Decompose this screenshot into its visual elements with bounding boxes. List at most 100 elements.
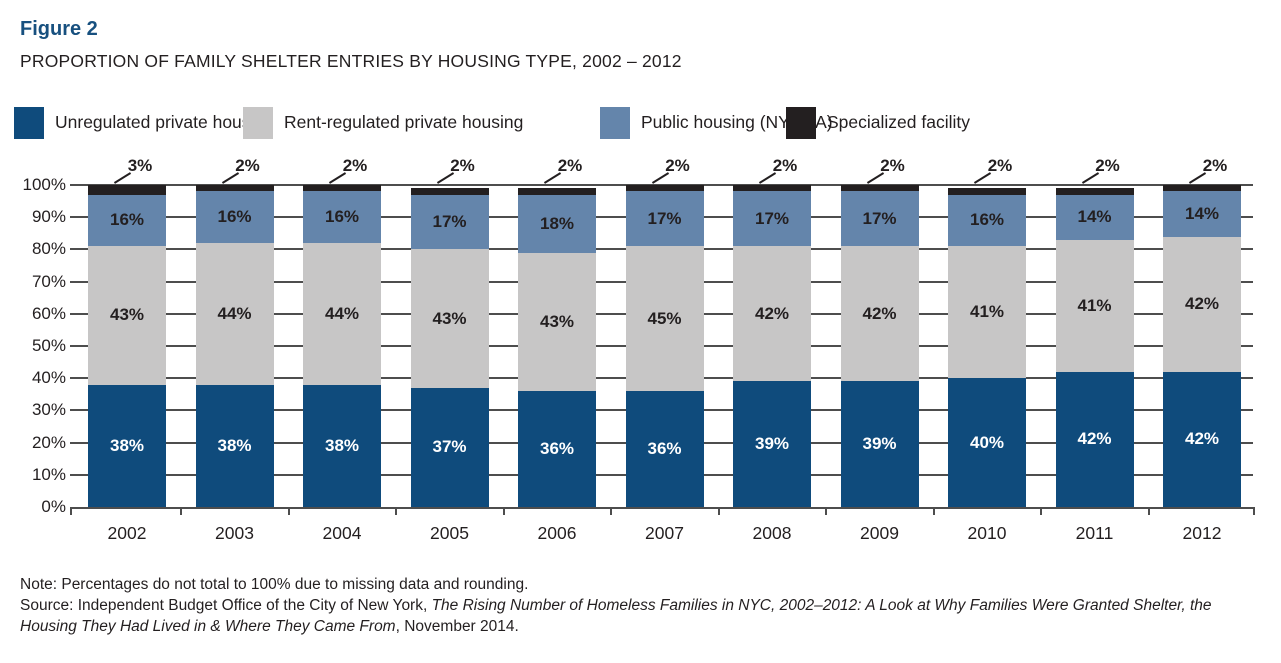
- bar-value-label: 36%: [539, 439, 575, 459]
- leader-line-icon: [221, 172, 239, 184]
- bar-segment: [1055, 188, 1134, 195]
- bar-value-label: 43%: [432, 308, 467, 328]
- x-axis-tick: [502, 507, 505, 515]
- bar-2005: 17% 43% 37%: [410, 185, 489, 507]
- legend-swatch-unregulated-icon: [14, 106, 44, 139]
- x-axis-label: 2007: [645, 523, 684, 543]
- bar-value-label: 39%: [862, 434, 897, 454]
- bar-segment: [88, 185, 166, 195]
- bar-value-label: 16%: [217, 207, 252, 227]
- x-axis-label: 2008: [752, 523, 792, 543]
- bar-segment: 42%: [840, 246, 919, 382]
- top-value-label: 2%: [1202, 156, 1228, 175]
- bar-segment: 16%: [88, 194, 166, 247]
- bar-value-label: 17%: [647, 208, 682, 228]
- leader-line-icon: [1188, 172, 1207, 184]
- bar-segment: 44%: [303, 242, 381, 385]
- y-axis-label: 90%: [31, 207, 66, 227]
- top-value-label: 2%: [342, 156, 368, 175]
- y-axis-label: 10%: [31, 464, 66, 484]
- legend-item-unregulated: Unregulated private housing: [14, 106, 274, 139]
- bar-segment: [1163, 185, 1241, 192]
- bar-value-label: 41%: [969, 302, 1005, 322]
- bar-segment: 43%: [518, 252, 596, 392]
- leader-line-icon: [758, 172, 777, 184]
- y-axis-label: 40%: [31, 368, 66, 388]
- leader-line-icon: [113, 172, 132, 184]
- legend-item-rent-regulated: Rent-regulated private housing: [243, 106, 523, 139]
- x-axis-label: 2006: [537, 523, 577, 543]
- x-axis-tick: [1040, 507, 1043, 515]
- bar-value-label: 42%: [862, 303, 897, 323]
- leader-line-icon: [866, 172, 884, 184]
- bar-value-label: 44%: [217, 303, 252, 323]
- bar-value-label: 42%: [1077, 429, 1112, 449]
- top-value-label: 2%: [1095, 156, 1120, 175]
- bar-2009: 17% 42% 39%: [840, 185, 919, 507]
- top-value-label: 2%: [987, 156, 1013, 175]
- bar-segment: 42%: [1163, 371, 1241, 507]
- legend-swatch-public-housing-icon: [600, 106, 630, 139]
- source-title: The Rising Number of Homeless Families i…: [20, 597, 1212, 635]
- top-value-label: 3%: [127, 156, 153, 175]
- x-axis-label: 2003: [215, 523, 254, 543]
- bar-segment: [733, 185, 811, 192]
- x-axis-label: 2002: [107, 523, 147, 543]
- y-axis-label: 70%: [31, 271, 66, 291]
- legend-label: Specialized facility: [827, 112, 970, 132]
- x-axis-tick: [395, 507, 398, 515]
- bar-segment: 41%: [948, 246, 1026, 379]
- bar-segment: 39%: [733, 381, 811, 507]
- bar-segment: 45%: [625, 246, 704, 392]
- leader-line-icon: [1081, 172, 1099, 184]
- bar-segment: [195, 185, 274, 192]
- leader-line-icon: [543, 172, 562, 184]
- y-axis-label: 80%: [31, 239, 66, 259]
- bar-2011: 14% 41% 42%: [1055, 185, 1134, 507]
- bar-value-label: 42%: [1184, 429, 1220, 449]
- x-axis-tick: [717, 507, 720, 515]
- top-value-label: 2%: [880, 156, 905, 175]
- bar-value-label: 16%: [109, 210, 145, 230]
- bar-segment: 16%: [195, 191, 274, 243]
- x-axis-tick: [610, 507, 613, 515]
- bar-2007: 17% 45% 36%: [625, 185, 704, 507]
- x-axis-label: 2009: [860, 523, 899, 543]
- bar-value-label: 16%: [324, 207, 360, 227]
- bar-segment: 39%: [840, 381, 919, 507]
- leader-line-icon: [328, 172, 347, 184]
- bar-value-label: 17%: [432, 212, 467, 232]
- x-axis-label: 2004: [322, 523, 362, 543]
- y-axis-label: 50%: [31, 336, 66, 355]
- x-axis-tick: [70, 507, 72, 515]
- chart-source: Source: Independent Budget Office of the…: [20, 595, 1270, 637]
- top-value-label: 2%: [772, 156, 798, 175]
- bar-2012: 14% 42% 42%: [1163, 185, 1241, 507]
- bar-segment: [948, 188, 1026, 195]
- leader-line-icon: [436, 172, 454, 184]
- x-axis-label: 2010: [967, 523, 1007, 543]
- figure-title: PROPORTION OF FAMILY SHELTER ENTRIES BY …: [20, 51, 682, 71]
- bar-2003: 16% 44% 38%: [195, 185, 274, 507]
- bar-segment: 17%: [625, 191, 704, 247]
- bar-value-label: 37%: [432, 437, 467, 457]
- bar-value-label: 14%: [1184, 203, 1220, 223]
- bar-value-label: 18%: [539, 213, 575, 233]
- bar-segment: 41%: [1055, 239, 1134, 372]
- x-axis-tick: [287, 507, 290, 515]
- bar-segment: 17%: [410, 194, 489, 250]
- x-axis-tick: [932, 507, 935, 515]
- bar-segment: 18%: [518, 194, 596, 253]
- bar-value-label: 43%: [539, 311, 575, 331]
- bar-segment: 40%: [948, 378, 1026, 507]
- legend-item-public-housing: Public housing (NYCHA): [600, 106, 833, 139]
- bar-value-label: 42%: [1184, 294, 1220, 314]
- bar-segment: 16%: [303, 191, 381, 243]
- bar-segment: [625, 185, 704, 192]
- bar-value-label: 17%: [862, 208, 897, 228]
- bar-value-label: 39%: [754, 434, 790, 454]
- legend-item-specialized: Specialized facility: [786, 106, 970, 139]
- leader-line-icon: [651, 172, 669, 184]
- source-prefix: Source: Independent Budget Office of the…: [20, 597, 432, 614]
- bar-2004: 16% 44% 38%: [303, 185, 381, 507]
